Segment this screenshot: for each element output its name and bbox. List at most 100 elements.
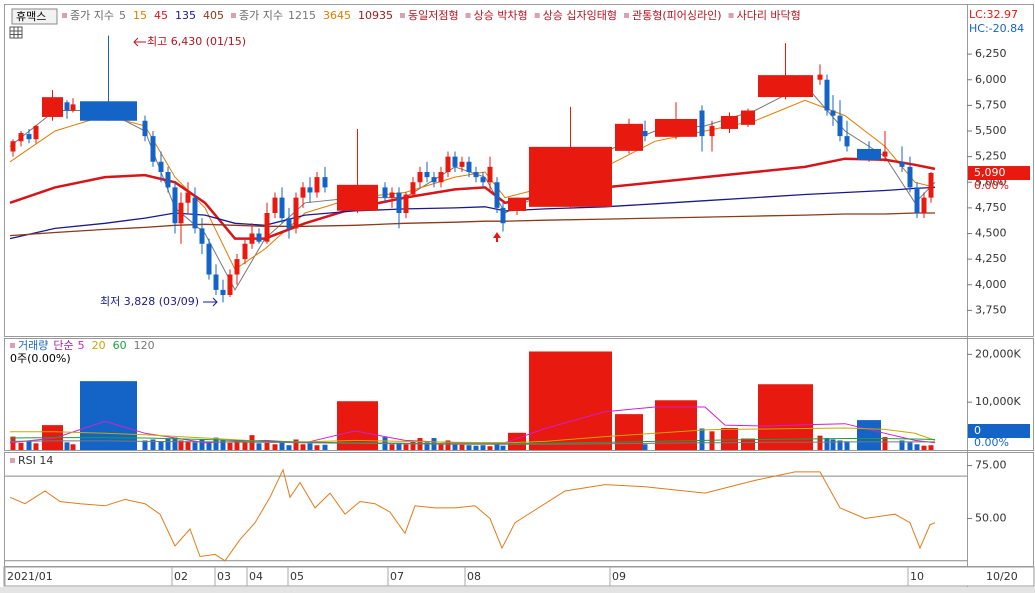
candle-body <box>844 136 850 147</box>
volume-badge-label: 0 <box>974 424 981 437</box>
volume-bar <box>452 444 458 450</box>
volume-bar <box>758 384 813 450</box>
legend-entry: 120 <box>134 339 155 352</box>
volume-bar <box>337 401 378 450</box>
volume-bar <box>26 441 32 450</box>
candle-body <box>928 173 934 198</box>
candle-body <box>438 172 444 183</box>
volume-bar <box>286 445 292 450</box>
candle-body <box>178 202 184 224</box>
candle-body <box>480 177 486 183</box>
volume-average <box>10 427 936 444</box>
candle-body <box>158 161 164 172</box>
x-tick-label: 05 <box>290 570 304 583</box>
pattern-name: 상승 십자잉태형 <box>543 9 617 22</box>
y-tick-label: 5,750 <box>975 98 1007 111</box>
volume-bar <box>882 437 888 450</box>
y-tick-label: 5,250 <box>975 150 1007 163</box>
candle-body <box>500 207 506 224</box>
x-tick-label: 03 <box>217 570 231 583</box>
candle-body <box>279 197 285 219</box>
candle-body <box>249 233 255 244</box>
candle-body <box>914 187 920 213</box>
rsi-title: RSI 14 <box>18 454 53 467</box>
candle-body <box>264 213 270 242</box>
volume-bar <box>165 438 171 450</box>
grid-icon[interactable] <box>9 26 23 39</box>
legend-entry: 45 <box>154 9 168 22</box>
volume-bar <box>142 440 148 450</box>
volume-bar <box>220 440 226 450</box>
volume-bar <box>473 445 479 450</box>
y-tick-label: 4,000 <box>975 278 1007 291</box>
pattern-name: 동일저점형 <box>408 8 459 22</box>
candle-body <box>192 197 198 229</box>
volume-bar <box>928 445 934 450</box>
volume-bar <box>242 442 248 450</box>
candle-body <box>337 184 378 211</box>
candle-body <box>615 123 643 151</box>
volume-bar <box>529 351 612 450</box>
scrollbar[interactable] <box>0 587 1035 593</box>
volume-bar <box>857 420 881 450</box>
volume-bar <box>837 440 843 450</box>
volume-ma-prefix: 단순 <box>53 339 73 352</box>
volume-bar <box>272 444 278 450</box>
y-tick-label: 4,750 <box>975 201 1007 214</box>
volume-bar <box>699 428 705 450</box>
x-tick-label: 09 <box>612 570 626 583</box>
volume-bar <box>279 442 285 450</box>
volume-bar <box>817 435 823 450</box>
volume-bar <box>480 445 486 450</box>
legend-marker <box>534 13 540 18</box>
volume-bar <box>192 442 198 450</box>
volume-badge <box>968 424 1030 438</box>
candle-body <box>220 289 226 295</box>
candle-body <box>655 119 697 137</box>
candle-body <box>466 161 472 172</box>
volume-bar <box>921 445 927 450</box>
price-panel-frame <box>4 4 1034 337</box>
price-badge-label: 5,090 <box>974 166 1006 179</box>
candle-body <box>256 233 262 242</box>
y-tick-label: 4,500 <box>975 227 1007 240</box>
candle-body <box>307 187 313 193</box>
y-tick-label: 10,000K <box>975 395 1021 408</box>
volume-bar <box>178 440 184 450</box>
volume-bar <box>234 441 240 450</box>
candle-body <box>824 79 830 111</box>
candle-body <box>322 177 328 188</box>
low-annotation: 최저 3,828 (03/09) <box>100 295 199 308</box>
volume-bar <box>721 428 738 450</box>
candle-body <box>33 125 39 140</box>
x-tick-label: 04 <box>249 570 263 583</box>
volume-panel-frame <box>4 338 1034 451</box>
candle-body <box>899 161 905 167</box>
hc-label: HC:-20.84 <box>969 22 1024 35</box>
y-tick-label: 50.00 <box>975 511 1007 524</box>
candle-body <box>314 177 320 193</box>
volume-bar <box>264 442 270 450</box>
volume-bar <box>615 414 643 450</box>
volume-bar <box>824 438 830 450</box>
volume-bar <box>907 442 913 450</box>
legend-marker <box>230 13 236 18</box>
candle-body <box>921 197 927 213</box>
legend-marker <box>62 13 67 18</box>
stock-name-button[interactable] <box>11 8 58 25</box>
volume-bar <box>494 444 500 450</box>
legend-entry: 60 <box>113 339 127 352</box>
volume-status: 0주(0.00%) <box>10 352 71 365</box>
volume-bar <box>508 432 526 450</box>
candle-body <box>424 172 430 178</box>
stock-name[interactable]: 휴맥스 <box>16 10 46 23</box>
volume-bar <box>403 444 409 450</box>
price-change: 0.00% <box>974 179 1009 192</box>
volume-bar <box>466 445 472 450</box>
candle-body <box>150 136 156 162</box>
high-arrow <box>133 37 146 47</box>
candle-body <box>837 115 843 137</box>
